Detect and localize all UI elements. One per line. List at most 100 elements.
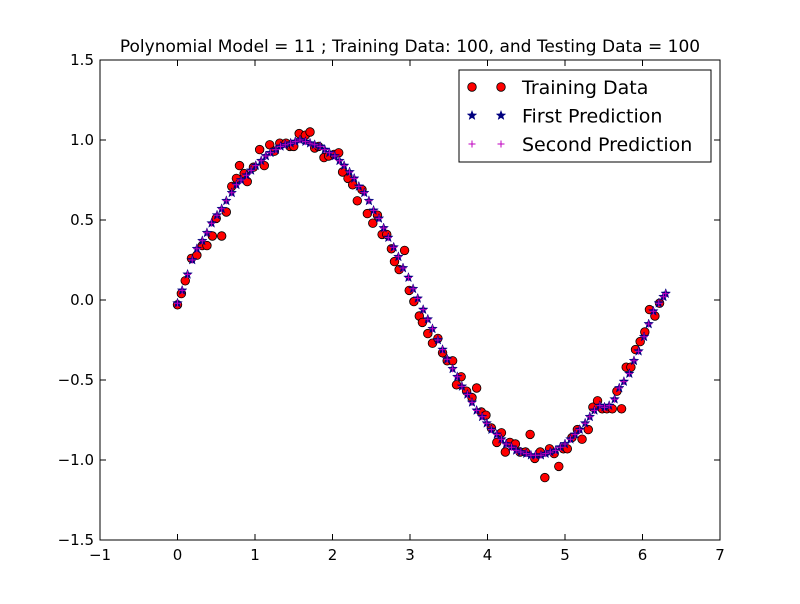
legend-marker: [497, 140, 505, 148]
plus-point: [419, 306, 427, 314]
circle-point: [265, 140, 275, 150]
plus-point: [404, 274, 412, 282]
plus-point: [439, 346, 447, 354]
plus-point: [428, 325, 436, 333]
circle-point: [368, 218, 378, 228]
circle-point: [525, 429, 535, 440]
plus-point: [184, 270, 192, 278]
circle-point: [500, 447, 511, 457]
plus-point: [483, 419, 491, 427]
plus-point: [267, 149, 274, 157]
plus-point: [350, 174, 358, 182]
legend-marker: [495, 109, 507, 121]
plus-point: [596, 402, 604, 410]
plus-point: [399, 264, 407, 272]
plus-point: [586, 413, 594, 421]
plus-point: [561, 440, 569, 448]
plus-point: [649, 307, 657, 315]
circle-point: [305, 127, 315, 137]
legend-label: Second Prediction: [522, 134, 692, 156]
plus-point: [222, 197, 230, 205]
plus-point: [198, 237, 206, 245]
plus-point: [546, 448, 554, 456]
plus-point: [662, 290, 670, 298]
series-circle: [172, 127, 665, 483]
plus-point: [174, 299, 181, 307]
plus-point: [566, 435, 574, 443]
circle-point: [234, 160, 245, 171]
x-tick-label: 7: [715, 546, 725, 564]
plus-point: [390, 243, 398, 251]
plus-point: [272, 146, 280, 154]
legend-label: Training Data: [521, 77, 648, 99]
y-tick-label: −1.5: [58, 531, 94, 549]
plus-point: [630, 357, 638, 365]
plus-point: [193, 245, 201, 253]
plus-point: [537, 451, 545, 459]
plus-point: [360, 189, 368, 197]
plus-point: [321, 146, 329, 154]
plot-points: [172, 127, 672, 483]
plot-frame: [99, 59, 721, 541]
plus-point: [434, 336, 442, 344]
circle-point: [540, 472, 550, 483]
plus-point: [287, 139, 295, 147]
plus-point: [228, 189, 236, 197]
plus-point: [468, 398, 476, 406]
plus-point: [449, 365, 457, 373]
plus-point: [409, 285, 417, 293]
plus-point: [512, 446, 520, 454]
plus-point: [497, 435, 505, 443]
plus-point: [552, 446, 560, 454]
plus-point: [625, 370, 633, 378]
plus-point: [443, 355, 451, 363]
plus-point: [517, 448, 525, 456]
plus-point: [542, 450, 550, 458]
legend-marker: [496, 82, 506, 92]
y-tick-label: −1.0: [58, 451, 94, 469]
x-tick-label: 6: [638, 546, 648, 564]
circle-point: [254, 144, 265, 155]
y-tick-label: 0.5: [70, 211, 94, 229]
plus-point: [424, 315, 432, 323]
plus-point: [365, 197, 373, 205]
plus-point: [370, 206, 378, 214]
circle-point: [616, 404, 627, 414]
plus-point: [473, 406, 481, 414]
plus-point: [178, 286, 186, 294]
circle-point: [399, 245, 410, 256]
plus-point: [463, 390, 471, 398]
circle-point: [417, 317, 428, 328]
circle-point: [471, 383, 482, 393]
chart-title: Polynomial Model = 11 ; Training Data: 1…: [120, 37, 700, 57]
plus-point: [394, 253, 402, 261]
plus-point: [645, 320, 653, 328]
y-tick-label: 1.0: [70, 131, 94, 149]
plus-point: [590, 406, 598, 414]
plus-point: [291, 138, 299, 146]
legend: Training Data First Prediction Second Pred…: [458, 69, 712, 163]
plus-point: [493, 430, 501, 438]
plus-point: [247, 166, 255, 174]
plus-point: [601, 403, 609, 411]
plus-point: [252, 162, 260, 170]
plus-point: [311, 141, 319, 149]
plus-point: [331, 152, 339, 160]
plus-point: [384, 234, 392, 242]
plus-point: [346, 168, 354, 176]
plus-point: [277, 142, 285, 150]
legend-marker: [468, 140, 476, 148]
plus-point: [453, 373, 461, 381]
plus-point: [605, 402, 613, 410]
plus-point: [655, 299, 663, 307]
x-tick-label: 0: [173, 546, 183, 564]
y-tick-label: −0.5: [58, 371, 94, 389]
plus-point: [571, 430, 579, 438]
plus-point: [522, 450, 530, 458]
plus-point: [556, 443, 564, 451]
circle-point: [577, 434, 587, 444]
plus-point: [213, 211, 221, 219]
plus-point: [296, 136, 304, 144]
